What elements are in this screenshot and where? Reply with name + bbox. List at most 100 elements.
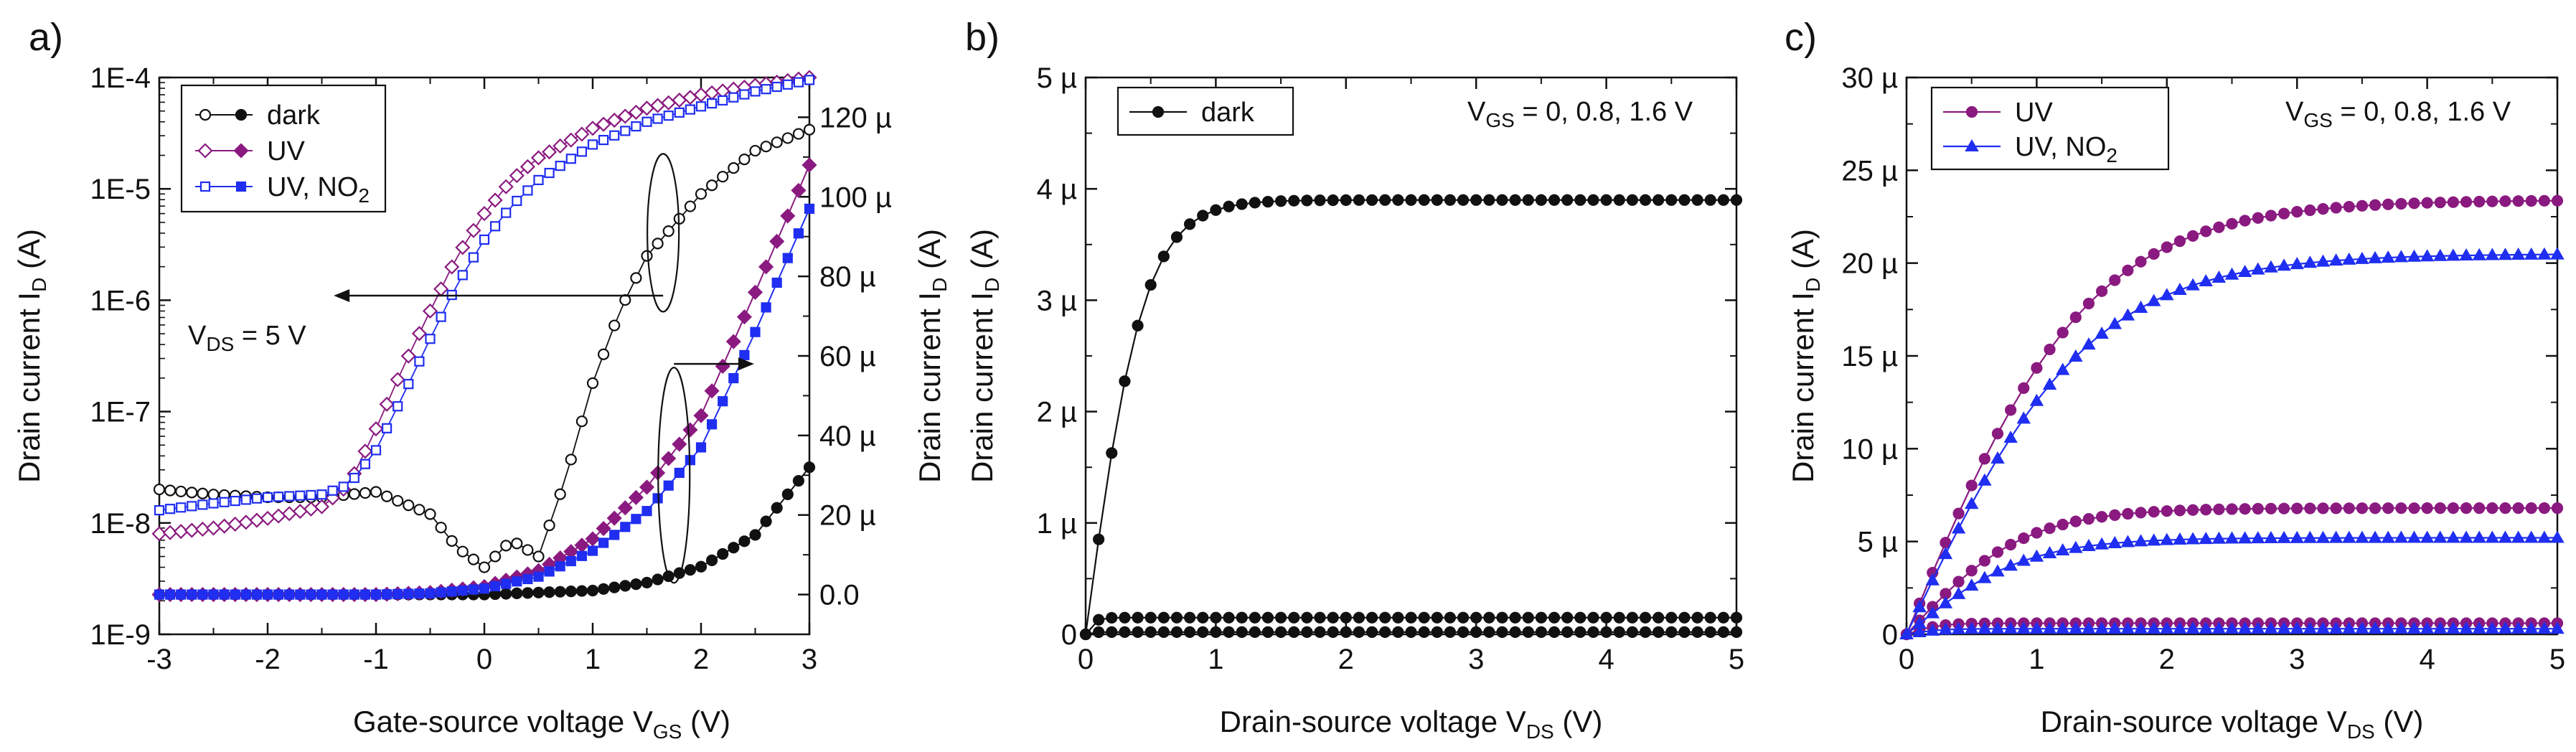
data-point: [422, 303, 438, 319]
data-point: [574, 537, 590, 553]
data-point: [782, 253, 793, 263]
data-point: [2343, 200, 2355, 213]
legend-box: [1930, 86, 2170, 171]
data-point: [1379, 611, 1391, 624]
data-point: [489, 581, 501, 592]
data-point: [782, 79, 793, 90]
y-tick-label: 2 µ: [1037, 397, 1077, 428]
data-point: [2186, 621, 2200, 634]
data-point: [2485, 530, 2500, 543]
data-point: [2044, 522, 2056, 535]
x-tick-label: 1: [1208, 644, 1223, 675]
data-point: [2109, 509, 2121, 521]
data-point: [217, 518, 232, 534]
data-point: [661, 451, 677, 466]
data-point: [2120, 535, 2135, 547]
series-line: [1906, 253, 2558, 635]
data-point: [661, 95, 677, 111]
data-point: [1548, 194, 1561, 206]
legend: dark UV UV, NO2: [180, 84, 387, 213]
data-point: [2042, 377, 2057, 390]
data-point: [281, 506, 297, 522]
data-point: [2447, 502, 2459, 514]
legend-label: dark: [267, 100, 321, 131]
data-point: [575, 415, 588, 428]
data-point: [433, 281, 449, 297]
data-point: [227, 516, 243, 532]
data-point: [1730, 194, 1743, 206]
data-point: [1093, 533, 1105, 545]
data-point: [392, 494, 404, 507]
data-point: [641, 250, 653, 262]
data-point: [2133, 301, 2148, 314]
data-point: [1678, 611, 1691, 624]
data-point: [771, 81, 782, 93]
data-point: [769, 233, 785, 249]
data-point: [1587, 611, 1599, 624]
data-point: [501, 578, 512, 589]
data-point: [1965, 479, 1978, 492]
data-point: [641, 116, 652, 127]
data-point: [2109, 274, 2121, 286]
data-point: [186, 487, 198, 499]
data-point: [1223, 200, 1235, 212]
data-point: [1951, 621, 1966, 634]
legend-marker: [199, 108, 212, 121]
data-point: [2446, 621, 2460, 634]
data-point: [738, 154, 751, 166]
data-point: [2082, 297, 2095, 310]
data-point: [303, 501, 319, 517]
data-point: [760, 141, 772, 153]
data-point: [1548, 626, 1561, 638]
data-point: [1964, 578, 1979, 591]
data-point: [1978, 621, 1992, 634]
y-tick-label: 25 µ: [1841, 155, 1898, 187]
data-point: [1144, 626, 1157, 638]
data-point: [478, 561, 491, 573]
data-point: [1249, 197, 1261, 209]
data-point: [1678, 626, 1691, 638]
legend-marker: [1965, 105, 1978, 118]
data-point: [717, 171, 729, 183]
data-point: [587, 545, 598, 556]
data-point: [1704, 194, 1716, 206]
data-point: [2498, 530, 2513, 543]
data-point: [2343, 502, 2355, 514]
data-point: [2199, 273, 2213, 286]
data-point: [1912, 625, 1927, 638]
x-tick-label: 4: [1598, 644, 1614, 675]
data-point: [2277, 207, 2290, 220]
data-point: [575, 585, 588, 597]
data-point: [2146, 621, 2161, 634]
data-point: [749, 144, 761, 157]
data-point: [1470, 194, 1482, 206]
data-point: [1639, 194, 1652, 206]
x-axis-label: Drain-source voltage VDS (V): [2041, 705, 2424, 743]
data-point: [1184, 218, 1196, 230]
data-point: [2211, 531, 2227, 544]
data-point: [2421, 502, 2433, 514]
legend: UV UV, NO2: [1930, 86, 2170, 171]
data-point: [631, 121, 641, 132]
data-point: [2537, 621, 2552, 634]
data-point: [2173, 504, 2186, 517]
arrowhead-right: [738, 357, 754, 371]
data-point: [641, 506, 652, 517]
data-point: [338, 589, 349, 600]
data-point: [2538, 502, 2550, 514]
data-point: [1340, 194, 1352, 206]
data-point: [2499, 502, 2511, 514]
data-point: [476, 206, 492, 222]
data-point: [1965, 565, 1978, 577]
data-point: [1990, 564, 2005, 577]
data-point: [2303, 621, 2318, 634]
data-point: [327, 589, 338, 600]
data-point: [1730, 611, 1743, 624]
data-point: [2485, 621, 2500, 634]
data-point: [576, 550, 588, 561]
data-point: [2550, 247, 2565, 260]
data-point: [2148, 248, 2160, 260]
data-point: [2355, 621, 2369, 634]
y-tick-label: 3 µ: [1037, 285, 1077, 316]
